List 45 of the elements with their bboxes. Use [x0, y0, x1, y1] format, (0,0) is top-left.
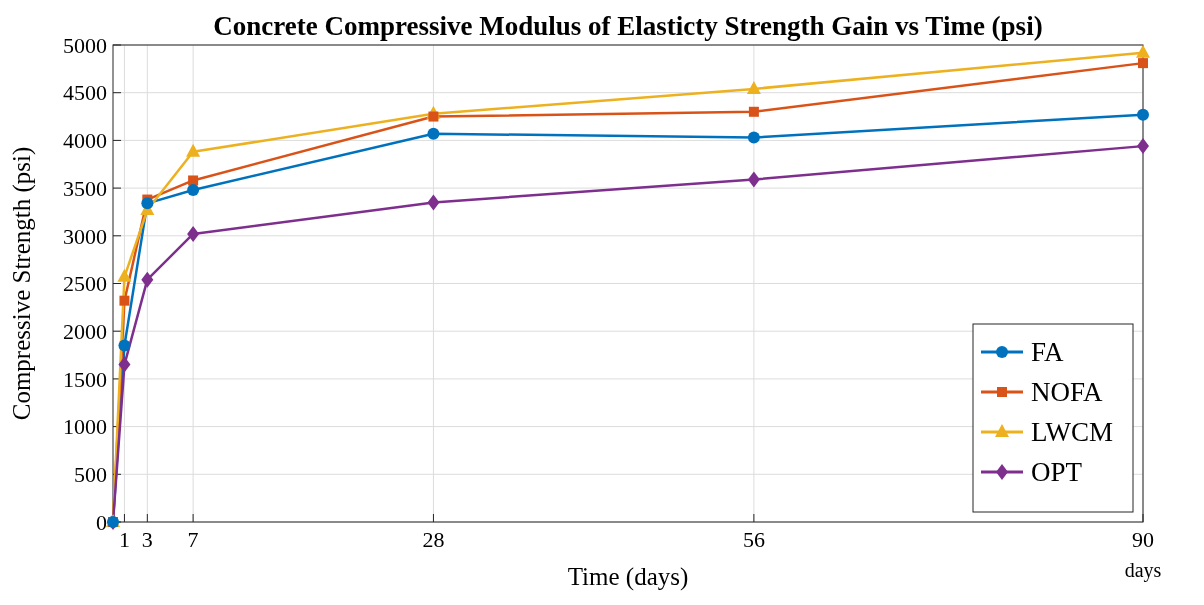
y-tick-label: 0 [96, 509, 107, 535]
point [1137, 108, 1149, 121]
point [1137, 138, 1149, 155]
x-tick-label: 28 [422, 527, 445, 552]
point [747, 171, 760, 188]
point [1138, 58, 1148, 69]
y-tick-label: 2500 [63, 271, 107, 297]
legend-label: OPT [1031, 457, 1083, 488]
point [427, 194, 440, 211]
y-tick-label: 1000 [63, 414, 107, 440]
point [141, 197, 154, 210]
y-tick-label: 4500 [63, 80, 107, 106]
point [141, 271, 154, 288]
point [428, 111, 439, 122]
point [1136, 44, 1150, 58]
x-tick-label: 56 [742, 527, 765, 552]
point [747, 131, 760, 144]
legend-label: LWCM [1031, 417, 1113, 448]
point [118, 339, 131, 352]
point [187, 225, 200, 242]
y-tick-label: 3000 [63, 223, 107, 249]
y-tick-label: 2000 [63, 318, 107, 344]
y-axis-title: Compressive Strength (psi) [8, 146, 36, 421]
x-tick-label: 7 [187, 527, 199, 552]
point [748, 106, 759, 117]
point [118, 356, 131, 373]
x-tick-label: 3 [141, 527, 153, 552]
legend-label: FA [1031, 337, 1065, 368]
x-tick-label: 1 [118, 527, 130, 552]
point [186, 143, 201, 157]
y-tick-label: 500 [74, 462, 107, 487]
point [746, 80, 761, 94]
point [117, 268, 132, 282]
y-tick-label: 5000 [63, 32, 107, 58]
point [427, 127, 440, 140]
x-axis-title: Time (days) [567, 563, 689, 591]
y-tick-label: 4000 [63, 128, 107, 154]
point [119, 295, 130, 306]
y-tick-label: 3500 [63, 175, 107, 201]
x-tick-label: 90 days [1124, 527, 1162, 582]
y-tick-label: 1500 [63, 366, 107, 392]
point [188, 175, 199, 186]
point [187, 184, 200, 197]
legend-label: NOFA [1031, 377, 1104, 408]
chart-title: Concrete Compressive Modulus of Elasticty Strength Gain vs Time (psi) [213, 11, 1043, 41]
